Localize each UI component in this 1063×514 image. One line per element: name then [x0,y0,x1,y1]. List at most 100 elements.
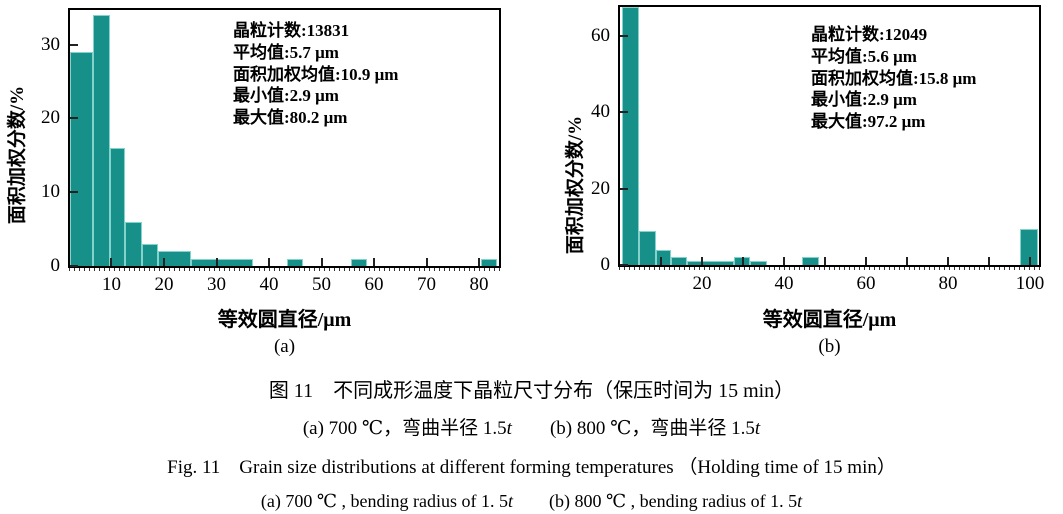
caption-chinese-title: 图 11 不同成形温度下晶粒尺寸分布（保压时间为 15 min） [268,380,795,402]
y-tick-label: 20 [591,177,610,199]
stats-annotation: 晶粒计数:13831 平均值:5.7 μm 面积加权均值:10.9 μm 最小值:2.… [233,20,398,129]
x-tick-label: 10 [101,274,121,295]
x-axis-label: 等效圆直径/μm [217,309,352,331]
x-tick [823,257,826,265]
stat-line: 面积加权均值:15.8 μm [811,68,977,88]
stat-line: 晶粒计数:12049 [811,25,928,44]
stat-line: 平均值:5.7 μm [233,42,339,62]
histogram-bar [1020,228,1039,265]
x-tick-label: 20 [692,273,712,294]
caption-text: t [507,491,513,511]
x-axis-minor-ticks [619,267,1041,270]
y-tick-label: 60 [591,24,610,46]
histogram-bar [702,261,734,265]
y-tick-label: 20 [41,107,60,129]
histogram-bar [802,257,819,265]
histogram-bar [157,251,191,266]
stat-line: 晶粒计数:13831 [233,21,350,40]
histogram-bar [639,230,657,265]
x-tick [782,257,785,265]
plot-area [68,8,501,268]
histogram-bar [622,7,640,265]
histogram-bar [109,147,125,266]
x-tick [478,258,481,266]
x-tick [700,257,703,265]
y-axis-label: 面积加权分数/% [7,85,28,225]
histogram-bar [141,243,158,266]
y-tick [620,34,628,37]
x-tick [659,257,662,265]
y-tick [70,117,78,120]
x-tick [215,258,218,266]
y-tick-label: 0 [50,255,61,276]
x-tick-label: 40 [774,273,794,294]
x-tick-label: 20 [154,274,174,295]
caption-chinese-subtitle: (a) 700 ℃，弯曲半径 1.5t (b) 800 ℃，弯曲半径 1.5t [0,413,1063,440]
histogram-bar [93,15,110,266]
x-tick-label: 50 [312,274,332,295]
histogram-bar [481,258,497,266]
histogram-chart-b: 面积加权分数/% 晶粒计数:12049 平均值:5.6 μm 面积加权均值:15.8… [530,0,1063,365]
x-tick [320,258,323,266]
y-tick [70,265,78,267]
caption-text: t [754,418,761,439]
histogram-bar [190,258,254,266]
histogram-bar [750,261,768,265]
x-tick [946,257,949,265]
caption-text: (b) 800 ℃，弯曲半径 1.5 [511,418,755,439]
y-tick [620,187,628,190]
y-tick [620,264,628,266]
stat-line: 最小值:2.9 μm [811,90,917,110]
stat-line: 最大值:80.2 μm [233,108,348,128]
y-tick [620,111,628,114]
subfigure-label-b: (b) [818,336,841,357]
caption-text: t [797,491,803,511]
histogram-bar [286,258,303,266]
stat-line: 最小值:2.9 μm [233,86,339,106]
histogram-bar [70,52,94,266]
x-tick [373,258,376,266]
x-tick [905,257,908,265]
caption-english-subtitle: (a) 700 ℃ , bending radius of 1. 5t (b) … [0,487,1063,513]
x-tick-label: 60 [364,274,384,295]
y-tick [70,43,78,46]
x-tick-label: 30 [207,274,226,295]
x-tick [268,258,270,266]
histogram-bar [670,257,688,265]
caption-text: (b) 800 ℃ , bending radius of 1. 5 [512,491,798,511]
y-tick-label: 30 [41,33,60,55]
x-tick [864,257,867,265]
x-tick [110,258,113,266]
x-tick-label: 40 [259,274,279,295]
y-tick-label: 10 [41,181,60,203]
caption-text: (a) 700 ℃ , bending radius of 1. 5 [260,491,508,511]
x-tick-label: 70 [417,274,437,295]
caption-text: (a) 700 ℃，弯曲半径 1.5 [302,418,507,439]
y-tick-label: 0 [600,254,611,275]
stat-line: 平均值:5.6 μm [811,46,917,66]
stat-line: 最大值:97.2 μm [811,112,926,132]
x-axis-label: 等效圆直径/μm [762,309,897,331]
caption-english-title: Fig. 11 Grain size distributions at diff… [167,457,896,478]
stat-line: 面积加权均值:10.9 μm [233,64,399,84]
x-tick [741,257,744,265]
x-axis-minor-ticks [69,268,501,271]
histogram-bar [124,221,142,266]
x-tick-label: 60 [856,273,876,294]
x-tick [1028,257,1031,265]
histogram-chart-a: 面积加权分数/% 晶粒计数:13831 平均值:5.7 μm 面积加权均值:10.9… [0,0,530,365]
x-tick [162,258,165,266]
subfigure-label-a: (a) [273,336,296,357]
x-tick [987,257,990,265]
y-tick-label: 40 [591,101,610,123]
y-axis-label: 面积加权分数/% [565,115,586,255]
stats-annotation: 晶粒计数:12049 平均值:5.6 μm 面积加权均值:15.8 μm 最小值:2.… [811,24,976,133]
x-tick-label: 80 [469,274,489,295]
histogram-bar [656,249,671,265]
caption-text: t [506,418,512,439]
x-tick [425,258,428,266]
x-tick-label: 100 [1015,273,1045,294]
y-tick [70,191,78,194]
histogram-bar [351,258,368,266]
